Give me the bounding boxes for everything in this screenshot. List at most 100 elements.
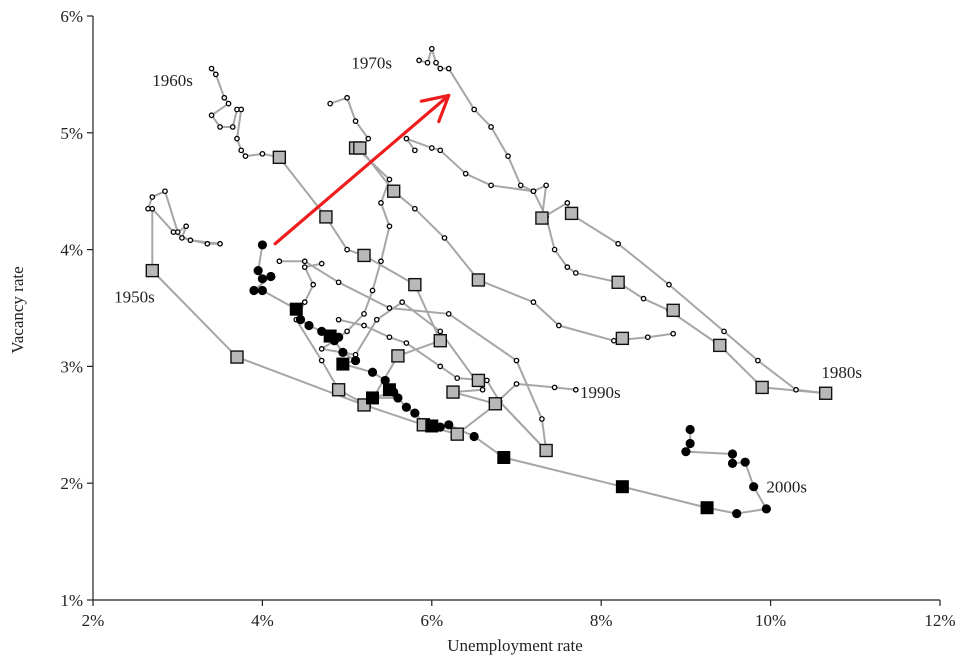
hollow-point — [301, 258, 308, 265]
hollow-point — [399, 299, 406, 306]
hollow-point — [352, 118, 359, 124]
hollow-point — [488, 124, 494, 130]
black-point — [350, 355, 361, 366]
hollow-point — [445, 310, 452, 317]
black-point — [295, 315, 306, 325]
hollow-point — [513, 381, 520, 387]
gray-square-point — [386, 184, 401, 198]
series-line — [405, 137, 826, 395]
y-axis-ticks: 1% 2% 3% 4% 5% 6% — [60, 7, 93, 610]
y-tick-label: 4% — [60, 241, 83, 260]
black-point — [740, 457, 750, 467]
hollow-point — [437, 147, 444, 154]
decade-label: 1970s — [351, 54, 392, 73]
x-axis-ticks: 2% 4% 6% 8% 10% 12% — [82, 600, 956, 630]
hollow-point — [238, 147, 245, 154]
hollow-point — [551, 384, 558, 391]
hollow-point — [378, 258, 384, 265]
gray-square-point — [319, 210, 333, 224]
decade-label: 1960s — [152, 71, 193, 90]
x-tick-label: 4% — [251, 611, 274, 630]
hollow-point — [149, 194, 156, 200]
black-point — [304, 320, 314, 331]
hollow-point — [386, 334, 393, 341]
hollow-point — [640, 295, 647, 302]
hollow-point — [361, 322, 367, 329]
axes: 2% 4% 6% 8% 10% 12% 1%2%3%4%5%6% — [60, 7, 955, 630]
black-square-point — [497, 451, 511, 465]
black-point — [401, 402, 411, 412]
hollow-point — [517, 182, 524, 189]
hollow-point — [344, 246, 350, 253]
hollow-point — [530, 188, 537, 195]
x-tick-label: 12% — [924, 611, 955, 630]
red-arrow-head — [419, 93, 451, 124]
black-square-point — [323, 329, 337, 343]
black-point — [257, 285, 267, 296]
hollow-point — [259, 150, 266, 157]
decade-label: 1950s — [114, 287, 155, 306]
series-line — [210, 67, 442, 408]
black-point — [727, 458, 738, 468]
black-point — [338, 347, 348, 357]
black-point — [266, 271, 276, 282]
black-point — [380, 375, 390, 386]
hollow-point — [437, 65, 444, 72]
hollow-point — [644, 334, 651, 341]
hollow-point — [572, 386, 579, 393]
y-tick-label: 3% — [60, 357, 83, 376]
hollow-point — [437, 363, 444, 370]
gray-square-point — [353, 141, 367, 155]
hollow-point — [238, 106, 245, 113]
y-tick-label: 6% — [60, 7, 83, 26]
hollow-point — [793, 386, 799, 393]
hollow-point — [162, 188, 168, 195]
hollow-point — [386, 223, 393, 230]
black-point — [249, 285, 259, 296]
decade-labels: 1950s 1960s 1970s 1980s 1990s 2000s — [114, 54, 862, 497]
black-point — [732, 508, 742, 519]
x-tick-label: 6% — [420, 611, 443, 630]
hollow-point — [234, 135, 240, 142]
hollow-point — [403, 340, 410, 346]
hollow-point — [386, 305, 393, 311]
hollow-point — [539, 416, 545, 422]
gray-square-point — [564, 206, 579, 221]
hollow-point — [327, 100, 334, 107]
hollow-point — [412, 147, 418, 154]
red-arrow — [273, 93, 451, 246]
hollow-point — [187, 237, 194, 244]
x-tick-label: 2% — [82, 611, 105, 630]
black-point — [749, 482, 759, 492]
hollow-point — [335, 316, 342, 323]
decade-label: 1990s — [580, 383, 621, 402]
gray-square-point — [331, 383, 346, 397]
black-point — [727, 449, 738, 459]
hollow-point — [318, 346, 325, 352]
hollow-point — [445, 65, 452, 72]
black-point — [257, 274, 267, 284]
black-square-point — [336, 357, 350, 371]
hollow-point — [403, 135, 410, 142]
hollow-point — [217, 240, 223, 247]
decade-label: 1980s — [821, 363, 862, 382]
hollow-point — [149, 205, 156, 212]
black-point — [685, 438, 695, 449]
gray-square-point — [408, 277, 422, 292]
hollow-point — [217, 124, 223, 130]
hollow-point — [204, 240, 211, 247]
series-line — [359, 147, 674, 342]
hollow-point — [555, 322, 562, 329]
hollow-point — [433, 59, 439, 66]
hollow-point — [369, 287, 376, 294]
hollow-point — [276, 258, 283, 265]
gray-square-point — [433, 334, 447, 348]
black-square-point — [382, 383, 396, 397]
gray-square-point — [450, 427, 464, 441]
gray-square-point — [611, 275, 625, 290]
hollow-point — [615, 240, 621, 247]
gray-square-point — [357, 248, 371, 263]
x-axis-title: Unemployment rate — [447, 636, 583, 655]
black-point — [410, 408, 420, 418]
hollow-point — [242, 153, 249, 160]
